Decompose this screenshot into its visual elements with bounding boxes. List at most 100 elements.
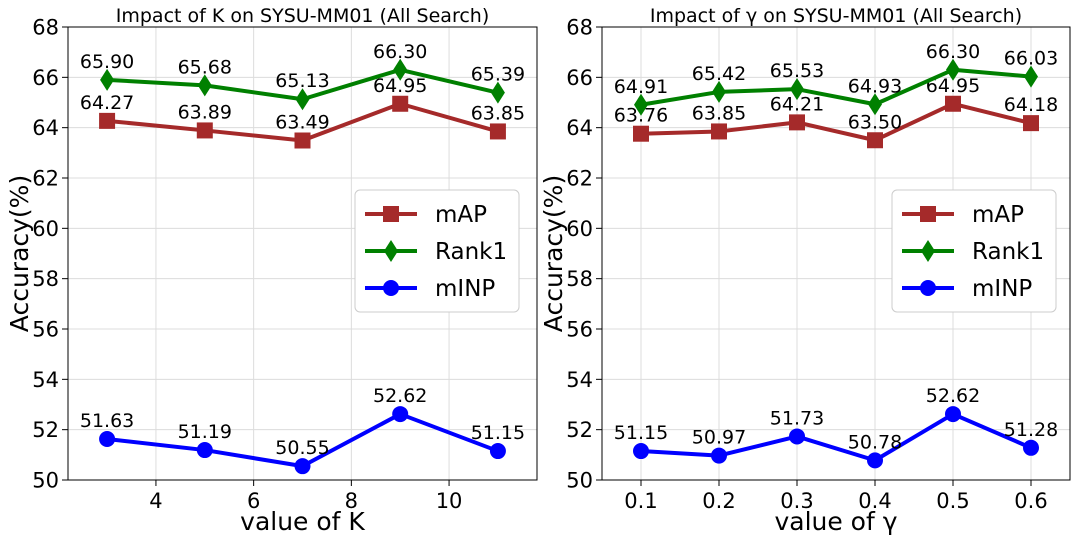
data-point-minp — [633, 443, 649, 460]
y-tick-label: 62 — [32, 167, 59, 191]
data-point-minp — [945, 406, 961, 423]
x-axis-label: value of γ — [774, 507, 897, 536]
data-label-map: 64.21 — [770, 93, 824, 115]
series-rank1: 65.90 65.68 65.13 66.30 65.39 — [80, 41, 525, 111]
legend-label-map: mAP — [972, 202, 1024, 228]
data-point-rank1 — [946, 58, 960, 81]
legend-marker-minp — [383, 280, 399, 296]
data-label-minp: 52.62 — [926, 385, 980, 407]
y-tick-label: 58 — [32, 267, 59, 291]
data-point-map — [489, 123, 506, 140]
y-tick-label: 62 — [566, 167, 593, 191]
data-label-rank1: 64.93 — [848, 75, 902, 97]
data-point-minp — [789, 428, 805, 445]
chart-title: Impact of γ on SYSU-MM01 (All Search) — [650, 5, 1022, 27]
data-point-rank1 — [490, 81, 505, 104]
data-label-map: 63.85 — [471, 102, 525, 124]
data-label-minp: 50.55 — [275, 437, 329, 459]
data-label-rank1: 66.30 — [373, 41, 427, 63]
data-point-minp — [489, 443, 506, 460]
data-point-minp — [711, 447, 727, 464]
x-tick-label: 10 — [436, 489, 463, 513]
y-tick-label: 60 — [566, 217, 593, 241]
data-label-rank1: 65.13 — [275, 70, 329, 92]
data-label-minp: 51.73 — [770, 407, 824, 429]
data-label-map: 64.95 — [373, 75, 427, 97]
y-tick-label: 56 — [32, 318, 59, 342]
plot-area-frame — [67, 26, 538, 481]
data-point-map — [294, 132, 311, 149]
legend-label-minp: mINP — [972, 276, 1032, 302]
y-axis-label: Accuracy(%) — [539, 175, 568, 332]
data-label-minp: 50.78 — [848, 431, 902, 453]
series-line-map — [640, 101, 1032, 143]
y-tick-label: 58 — [566, 267, 593, 291]
data-label-rank1: 66.03 — [1004, 48, 1058, 70]
y-tick-label: 60 — [32, 217, 59, 241]
data-point-minp — [1023, 439, 1039, 456]
data-label-rank1: 65.42 — [692, 63, 746, 85]
legend-marker-minp — [920, 280, 936, 296]
legend-marker-rank1 — [921, 240, 935, 262]
data-point-minp — [294, 458, 311, 475]
data-label-rank1: 65.39 — [471, 64, 525, 86]
legend-marker-map — [383, 206, 399, 222]
data-label-map: 63.85 — [692, 102, 746, 124]
data-label-minp: 50.97 — [692, 427, 746, 449]
y-tick-label: 68 — [566, 16, 593, 40]
series-minp: 51.63 51.19 50.55 52.62 51.15 — [80, 385, 525, 475]
data-label-rank1: 65.90 — [80, 51, 134, 73]
legend-label-rank1: Rank1 — [435, 239, 507, 265]
legend-label-minp: mINP — [435, 276, 495, 302]
data-point-rank1 — [868, 93, 882, 116]
y-tick-label: 52 — [566, 418, 593, 442]
data-label-map: 64.95 — [926, 75, 980, 97]
data-point-minp — [392, 406, 409, 423]
legend: mAP Rank1 mINP — [354, 189, 520, 313]
data-point-map — [1023, 115, 1039, 132]
data-point-minp — [196, 442, 213, 459]
y-tick-label: 66 — [32, 66, 59, 90]
y-tick-label: 68 — [32, 16, 59, 40]
data-label-rank1: 64.91 — [614, 76, 668, 98]
x-tick-label: 0.1 — [624, 489, 657, 513]
y-tick-label: 52 — [32, 418, 59, 442]
y-tick-label: 54 — [32, 368, 59, 392]
data-point-minp — [99, 430, 116, 447]
data-point-map — [392, 95, 409, 112]
data-label-map: 63.50 — [848, 111, 902, 133]
data-point-map — [633, 125, 649, 142]
data-label-rank1: 66.30 — [926, 41, 980, 63]
series-line-minp — [640, 412, 1032, 463]
data-label-minp: 51.15 — [614, 422, 668, 444]
y-axis-label: Accuracy(%) — [5, 175, 34, 332]
data-point-rank1 — [100, 68, 115, 91]
y-tick-label: 54 — [566, 368, 593, 392]
data-label-minp: 51.63 — [80, 410, 134, 432]
x-tick-label: 0.3 — [780, 489, 813, 513]
y-tick-label: 50 — [566, 469, 593, 493]
data-label-map: 63.49 — [275, 112, 329, 134]
x-tick-label: 0.5 — [936, 489, 969, 513]
series-rank1: 64.91 65.42 65.53 64.93 66.30 66.03 — [614, 41, 1058, 116]
y-tick-label: 66 — [566, 66, 593, 90]
x-tick-label: 6 — [247, 489, 260, 513]
data-point-rank1 — [1024, 65, 1038, 88]
data-point-minp — [867, 452, 883, 469]
data-label-minp: 51.15 — [471, 422, 525, 444]
data-label-rank1: 65.68 — [178, 56, 232, 78]
data-point-map — [711, 123, 727, 140]
x-tick-label: 4 — [149, 489, 162, 513]
series-map: 64.27 63.89 63.49 64.95 63.85 — [80, 75, 525, 149]
y-tick-label: 56 — [566, 318, 593, 342]
data-point-map — [99, 112, 116, 129]
legend: mAP Rank1 mINP — [891, 189, 1057, 313]
x-axis-label: value of K — [240, 507, 365, 536]
x-tick-label: 0.4 — [858, 489, 891, 513]
y-tick-label: 64 — [32, 116, 59, 140]
legend-label-map: mAP — [435, 202, 487, 228]
data-point-map — [945, 95, 961, 112]
data-label-map: 63.89 — [178, 101, 232, 123]
